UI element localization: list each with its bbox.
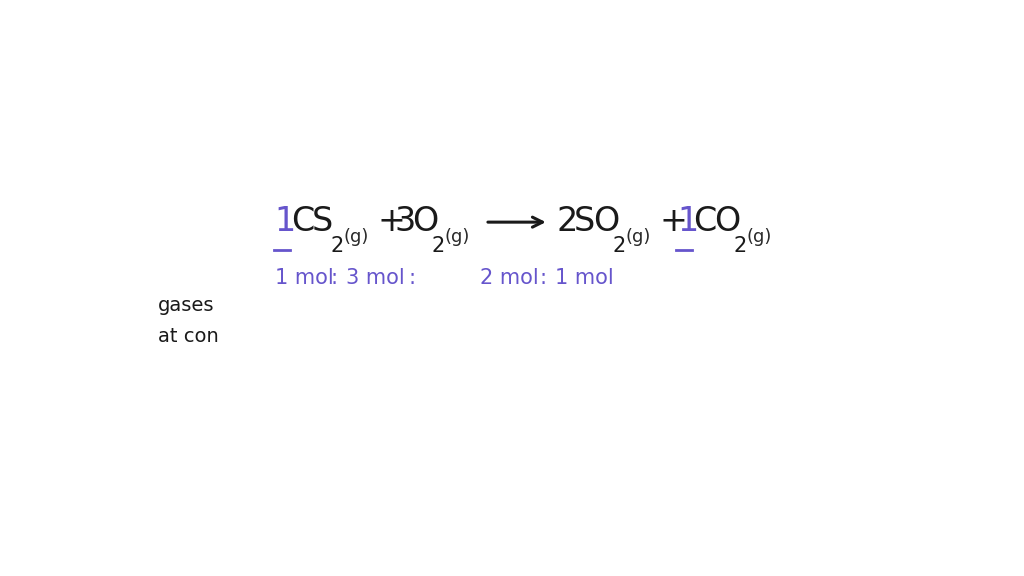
Text: 1 mol: 1 mol (274, 268, 334, 288)
Text: 1: 1 (274, 205, 296, 238)
Text: 2: 2 (432, 236, 445, 256)
Text: (g): (g) (343, 228, 369, 246)
Text: :: : (409, 268, 415, 288)
Text: O: O (593, 205, 620, 238)
Text: :: : (331, 268, 337, 288)
Text: S: S (311, 205, 333, 238)
Text: O: O (714, 205, 740, 238)
Text: C: C (693, 205, 717, 238)
Text: 1 mol: 1 mol (555, 268, 613, 288)
Text: 1: 1 (677, 205, 698, 238)
Text: 3 mol: 3 mol (346, 268, 404, 288)
Text: +: + (377, 205, 406, 238)
Text: 2: 2 (613, 236, 626, 256)
Text: (g): (g) (746, 228, 772, 246)
Text: (g): (g) (444, 228, 470, 246)
Text: 2: 2 (733, 236, 746, 256)
Text: +: + (659, 205, 687, 238)
Text: 2: 2 (331, 236, 344, 256)
Text: 2: 2 (557, 205, 578, 238)
Text: O: O (412, 205, 438, 238)
Text: C: C (291, 205, 314, 238)
Text: gases: gases (158, 296, 215, 315)
Text: 2 mol: 2 mol (479, 268, 539, 288)
Text: S: S (574, 205, 595, 238)
Text: (g): (g) (626, 228, 651, 246)
Text: at con: at con (158, 327, 219, 346)
Text: 3: 3 (394, 205, 416, 238)
Text: :: : (539, 268, 546, 288)
